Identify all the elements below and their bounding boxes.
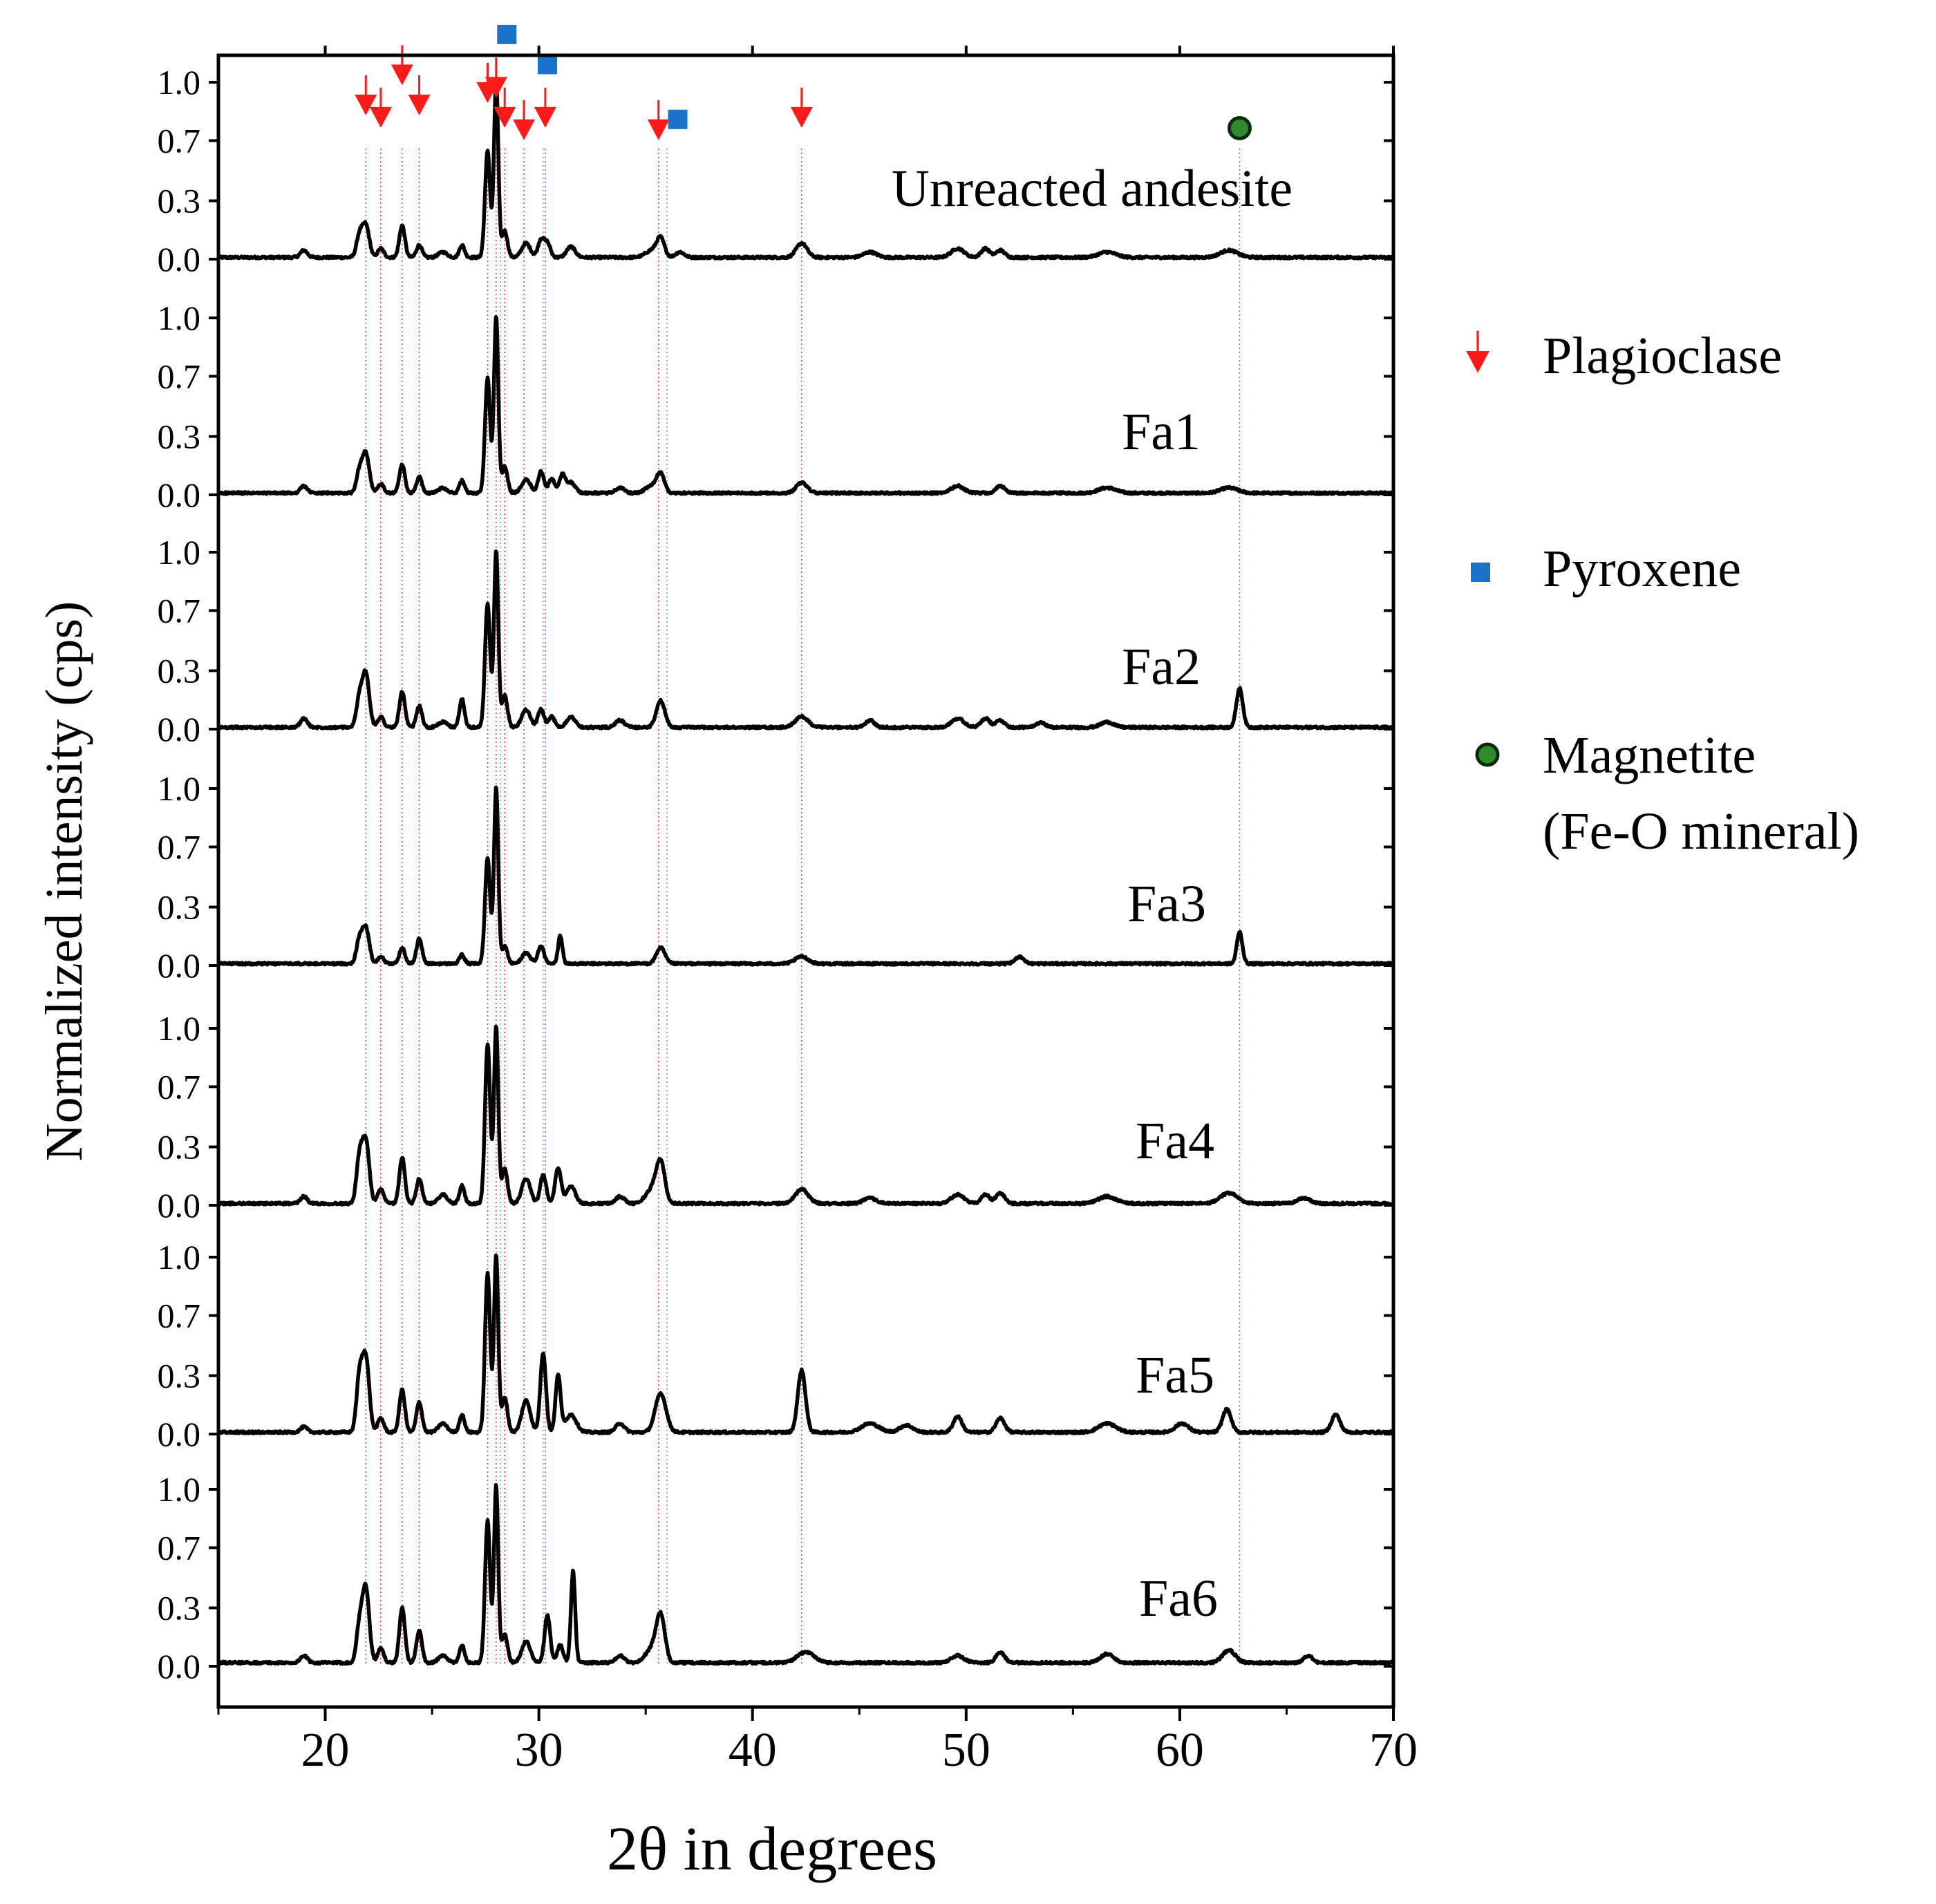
trace-fa3: [216, 785, 1395, 967]
pyroxene-marker: [538, 55, 557, 75]
trace-label: Fa2: [1122, 638, 1201, 696]
y-axis-label: Normalized intensity (cps): [35, 601, 93, 1161]
y-tick-label: 0.7: [158, 1296, 201, 1335]
trace-fa5: [216, 1253, 1395, 1435]
x-tick-label: 30: [515, 1724, 563, 1777]
y-tick-label: 0.0: [158, 475, 201, 514]
trace-fa1: [217, 314, 1395, 496]
y-tick-label: 0.0: [158, 1647, 201, 1686]
trace-fa2: [217, 549, 1395, 731]
x-tick-label: 50: [942, 1724, 990, 1777]
plagioclase-marker: [534, 87, 556, 128]
legend-label: Magnetite (Fe-O mineral): [1543, 726, 1859, 860]
trace-label: Fa6: [1139, 1570, 1218, 1628]
y-tick-label: 0.7: [158, 121, 201, 160]
y-tick-label: 0.3: [158, 1357, 201, 1395]
plagioclase-marker: [355, 75, 377, 115]
green-circle-icon: [1475, 742, 1500, 767]
plagioclase-marker: [485, 57, 507, 98]
y-tick-label: 0.7: [158, 591, 201, 630]
y-tick-label: 0.0: [158, 710, 201, 748]
trace-fa4: [217, 1024, 1395, 1207]
plagioclase-marker: [494, 87, 516, 128]
trace-label: Fa3: [1127, 875, 1206, 933]
y-tick-label: 1.0: [158, 1238, 201, 1276]
legend-label: Plagioclase: [1543, 327, 1782, 385]
trace-label: Fa4: [1136, 1112, 1214, 1170]
y-tick-label: 1.0: [158, 299, 201, 337]
x-tick-label: 60: [1156, 1724, 1204, 1777]
magnetite-marker: [1227, 116, 1252, 141]
trace-label: Fa1: [1122, 403, 1201, 461]
y-tick-label: 0.7: [158, 357, 201, 395]
y-tick-label: 1.0: [158, 63, 201, 102]
trace-label: Unreacted andesite: [892, 160, 1293, 218]
y-tick-label: 0.7: [158, 1528, 201, 1567]
trace-unreacted-andesite: [216, 78, 1395, 261]
y-tick-label: 1.0: [158, 769, 201, 808]
y-tick-label: 0.3: [158, 417, 201, 456]
y-tick-label: 1.0: [158, 533, 201, 572]
trace-labels: Unreacted andesite Fa1 Fa2 Fa3 Fa4 Fa5 Fa6: [892, 160, 1293, 1628]
y-tick-label: 1.0: [158, 1470, 201, 1509]
legend: Plagioclase Pyroxene Magnetite (Fe-O minera…: [1466, 327, 1859, 860]
y-tick-label: 1.0: [158, 1009, 201, 1048]
y-tick-label: 0.3: [158, 182, 201, 220]
y-tick-label: 0.3: [158, 1128, 201, 1167]
plagioclase-marker: [408, 75, 431, 115]
y-tick-label: 0.0: [158, 946, 201, 985]
y-tick-label: 0.7: [158, 827, 201, 866]
x-axis-label: 2θ in degrees: [607, 1815, 937, 1883]
plagioclase-marker: [790, 87, 813, 128]
y-tick-label: 0.3: [158, 1589, 201, 1628]
plagioclase-marker: [513, 100, 535, 140]
x-tick-label: 70: [1369, 1724, 1418, 1777]
y-tick-label: 0.0: [158, 1186, 201, 1225]
plot-frame: [216, 53, 1395, 1709]
plagioclase-marker: [369, 87, 392, 128]
plagioclase-marker: [647, 100, 670, 140]
phase-markers: [355, 24, 1252, 141]
y-tick-label: 0.3: [158, 652, 201, 690]
trace-label: Fa5: [1136, 1346, 1214, 1404]
pyroxene-marker: [668, 109, 688, 129]
x-tick-label: 40: [729, 1724, 777, 1777]
x-tick-label: 20: [301, 1724, 350, 1777]
y-tick-label: 0.3: [158, 888, 201, 927]
y-tick-label: 0.0: [158, 1415, 201, 1453]
legend-label: Pyroxene: [1543, 540, 1741, 598]
red-arrow-icon: [1466, 330, 1489, 373]
y-tick-label: 0.7: [158, 1067, 201, 1106]
diffraction-traces: [216, 78, 1395, 1666]
y-tick-label: 0.0: [158, 240, 201, 279]
trace-fa6: [217, 1482, 1395, 1666]
axes: 0.0 0.3 0.7 1.0 0.0 0.3 0.7 1.0 0.0 0.3 0.7 1.0 0.0 0…: [158, 46, 1418, 1777]
blue-square-icon: [1471, 563, 1490, 582]
pyroxene-marker: [497, 24, 517, 44]
